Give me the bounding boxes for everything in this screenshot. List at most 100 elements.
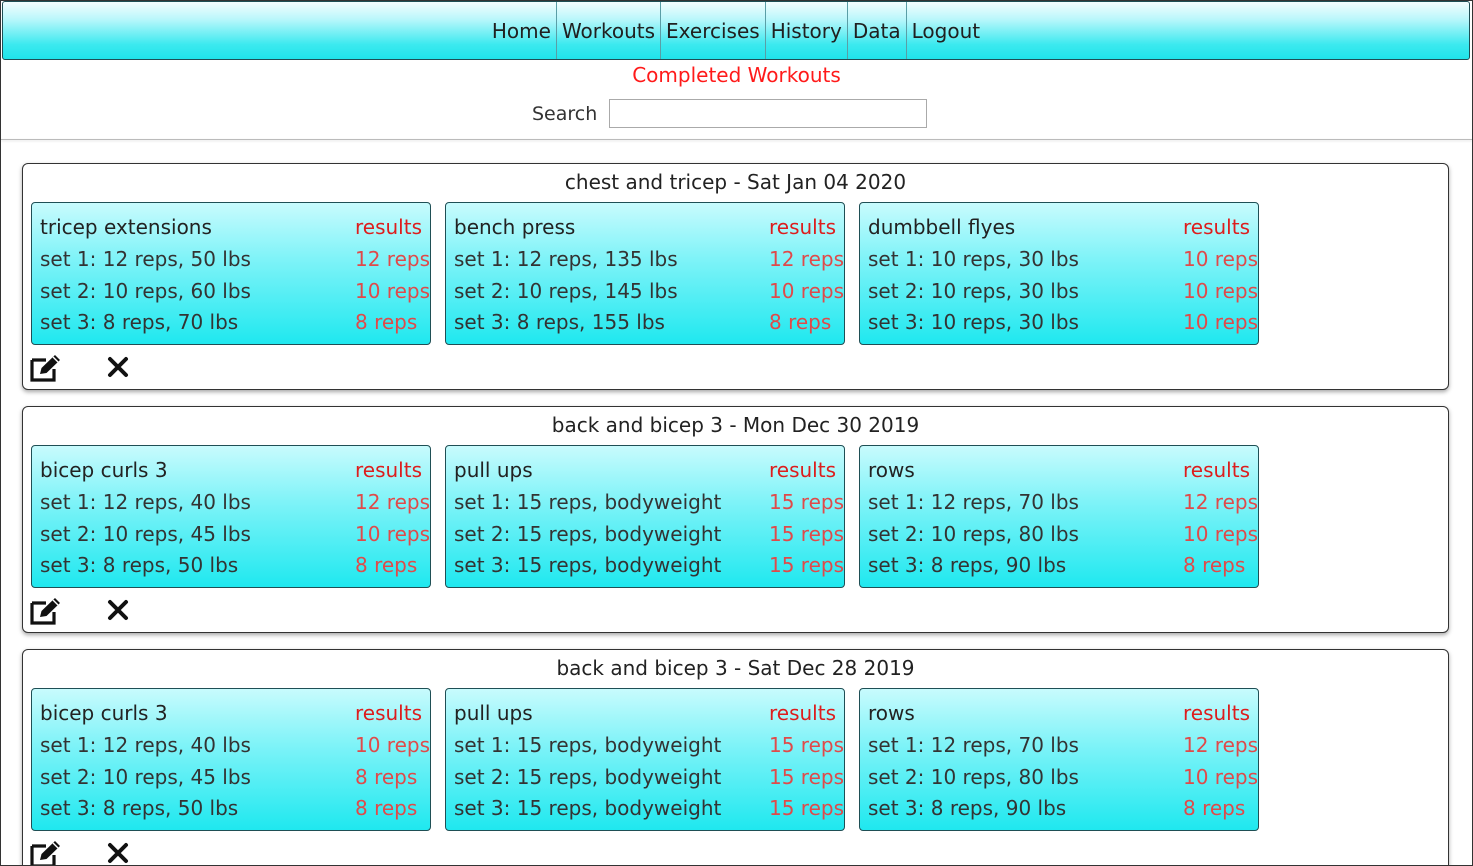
edit-icon[interactable] — [29, 839, 63, 866]
set-result: 15 reps — [769, 553, 845, 577]
set-result: 10 reps — [1183, 522, 1259, 546]
set-line: set 2: 10 reps, 45 lbs — [40, 522, 251, 546]
exercise-card: dumbbell flyes results set 1: 10 reps, 3… — [859, 202, 1259, 345]
set-result: 8 reps — [355, 765, 418, 789]
nav-bar: Home Workouts Exercises History Data Log… — [2, 1, 1470, 60]
set-line: set 2: 15 reps, bodyweight — [454, 765, 722, 789]
set-line: set 1: 15 reps, bodyweight — [454, 733, 722, 757]
divider — [1, 139, 1472, 140]
search-bar: Search — [532, 99, 928, 128]
set-line: set 1: 12 reps, 70 lbs — [868, 733, 1079, 757]
edit-icon[interactable] — [29, 596, 63, 626]
exercise-name: rows — [868, 458, 915, 482]
set-line: set 2: 10 reps, 145 lbs — [454, 279, 678, 303]
workout-card: chest and tricep - Sat Jan 04 2020 trice… — [22, 163, 1449, 390]
set-line: set 1: 12 reps, 40 lbs — [40, 733, 251, 757]
workout-title: chest and tricep - Sat Jan 04 2020 — [564, 170, 907, 194]
close-icon[interactable] — [107, 599, 129, 621]
close-icon[interactable] — [107, 842, 129, 864]
page-title: Completed Workouts — [632, 63, 841, 87]
set-result: 12 reps — [769, 247, 845, 271]
set-result: 12 reps — [1183, 490, 1259, 514]
set-result: 8 reps — [1183, 796, 1246, 820]
set-result: 10 reps — [355, 522, 431, 546]
set-result: 10 reps — [769, 279, 845, 303]
set-line: set 2: 10 reps, 80 lbs — [868, 522, 1079, 546]
workout-title: back and bicep 3 - Sat Dec 28 2019 — [556, 656, 915, 680]
results-header: results — [1183, 215, 1251, 239]
exercise-name: tricep extensions — [40, 215, 212, 239]
exercise-card: pull ups results set 1: 15 reps, bodywei… — [445, 445, 845, 588]
set-line: set 1: 12 reps, 40 lbs — [40, 490, 251, 514]
set-result: 10 reps — [355, 733, 431, 757]
exercise-card: bicep curls 3 results set 1: 12 reps, 40… — [31, 688, 431, 831]
workout-card: back and bicep 3 - Sat Dec 28 2019 bicep… — [22, 649, 1449, 866]
set-line: set 3: 8 reps, 70 lbs — [40, 310, 239, 334]
set-line: set 1: 15 reps, bodyweight — [454, 490, 722, 514]
set-result: 8 reps — [355, 796, 418, 820]
results-header: results — [355, 701, 423, 725]
results-header: results — [355, 215, 423, 239]
nav-data[interactable]: Data — [846, 2, 906, 59]
set-result: 15 reps — [769, 765, 845, 789]
nav-home[interactable]: Home — [491, 18, 551, 43]
results-header: results — [769, 458, 837, 482]
set-line: set 2: 10 reps, 80 lbs — [868, 765, 1079, 789]
set-line: set 3: 8 reps, 155 lbs — [454, 310, 665, 334]
set-line: set 1: 12 reps, 50 lbs — [40, 247, 251, 271]
set-result: 15 reps — [769, 733, 845, 757]
exercise-name: pull ups — [454, 458, 533, 482]
set-result: 8 reps — [1183, 553, 1246, 577]
results-header: results — [355, 458, 423, 482]
set-result: 15 reps — [769, 490, 845, 514]
nav-exercises[interactable]: Exercises — [660, 2, 765, 59]
set-line: set 3: 8 reps, 50 lbs — [40, 553, 239, 577]
nav-history[interactable]: History — [764, 2, 847, 59]
workout-title: back and bicep 3 - Mon Dec 30 2019 — [551, 413, 920, 437]
set-result: 8 reps — [355, 310, 418, 334]
set-line: set 2: 10 reps, 45 lbs — [40, 765, 251, 789]
set-result: 10 reps — [1183, 279, 1259, 303]
exercise-card: rows results set 1: 12 reps, 70 lbs 12 r… — [859, 688, 1259, 831]
set-line: set 2: 15 reps, bodyweight — [454, 522, 722, 546]
set-line: set 3: 8 reps, 90 lbs — [868, 796, 1067, 820]
set-line: set 3: 8 reps, 50 lbs — [40, 796, 239, 820]
workout-card: back and bicep 3 - Mon Dec 30 2019 bicep… — [22, 406, 1449, 633]
set-line: set 3: 15 reps, bodyweight — [454, 796, 722, 820]
set-result: 8 reps — [769, 310, 832, 334]
set-result: 10 reps — [355, 279, 431, 303]
nav-workouts[interactable]: Workouts — [555, 2, 660, 59]
set-line: set 1: 12 reps, 135 lbs — [454, 247, 678, 271]
set-result: 15 reps — [769, 522, 845, 546]
set-line: set 3: 8 reps, 90 lbs — [868, 553, 1067, 577]
set-line: set 2: 10 reps, 60 lbs — [40, 279, 251, 303]
exercise-card: bench press results set 1: 12 reps, 135 … — [445, 202, 845, 345]
set-line: set 3: 15 reps, bodyweight — [454, 553, 722, 577]
exercise-name: pull ups — [454, 701, 533, 725]
results-header: results — [769, 701, 837, 725]
nav-logout[interactable]: Logout — [905, 2, 985, 59]
exercise-card: bicep curls 3 results set 1: 12 reps, 40… — [31, 445, 431, 588]
search-input[interactable] — [609, 99, 928, 128]
exercise-card: rows results set 1: 12 reps, 70 lbs 12 r… — [859, 445, 1259, 588]
set-result: 12 reps — [1183, 733, 1259, 757]
results-header: results — [1183, 701, 1251, 725]
set-result: 10 reps — [1183, 765, 1259, 789]
exercise-card: tricep extensions results set 1: 12 reps… — [31, 202, 431, 345]
exercise-card: pull ups results set 1: 15 reps, bodywei… — [445, 688, 845, 831]
results-header: results — [1183, 458, 1251, 482]
set-line: set 1: 12 reps, 70 lbs — [868, 490, 1079, 514]
exercise-name: bicep curls 3 — [40, 701, 168, 725]
exercise-name: bench press — [454, 215, 576, 239]
search-label: Search — [532, 102, 598, 125]
exercise-name: rows — [868, 701, 915, 725]
edit-icon[interactable] — [29, 353, 63, 383]
exercise-name: bicep curls 3 — [40, 458, 168, 482]
set-line: set 1: 10 reps, 30 lbs — [868, 247, 1079, 271]
set-result: 8 reps — [355, 553, 418, 577]
set-result: 12 reps — [355, 490, 431, 514]
set-result: 15 reps — [769, 796, 845, 820]
set-result: 12 reps — [355, 247, 431, 271]
close-icon[interactable] — [107, 356, 129, 378]
